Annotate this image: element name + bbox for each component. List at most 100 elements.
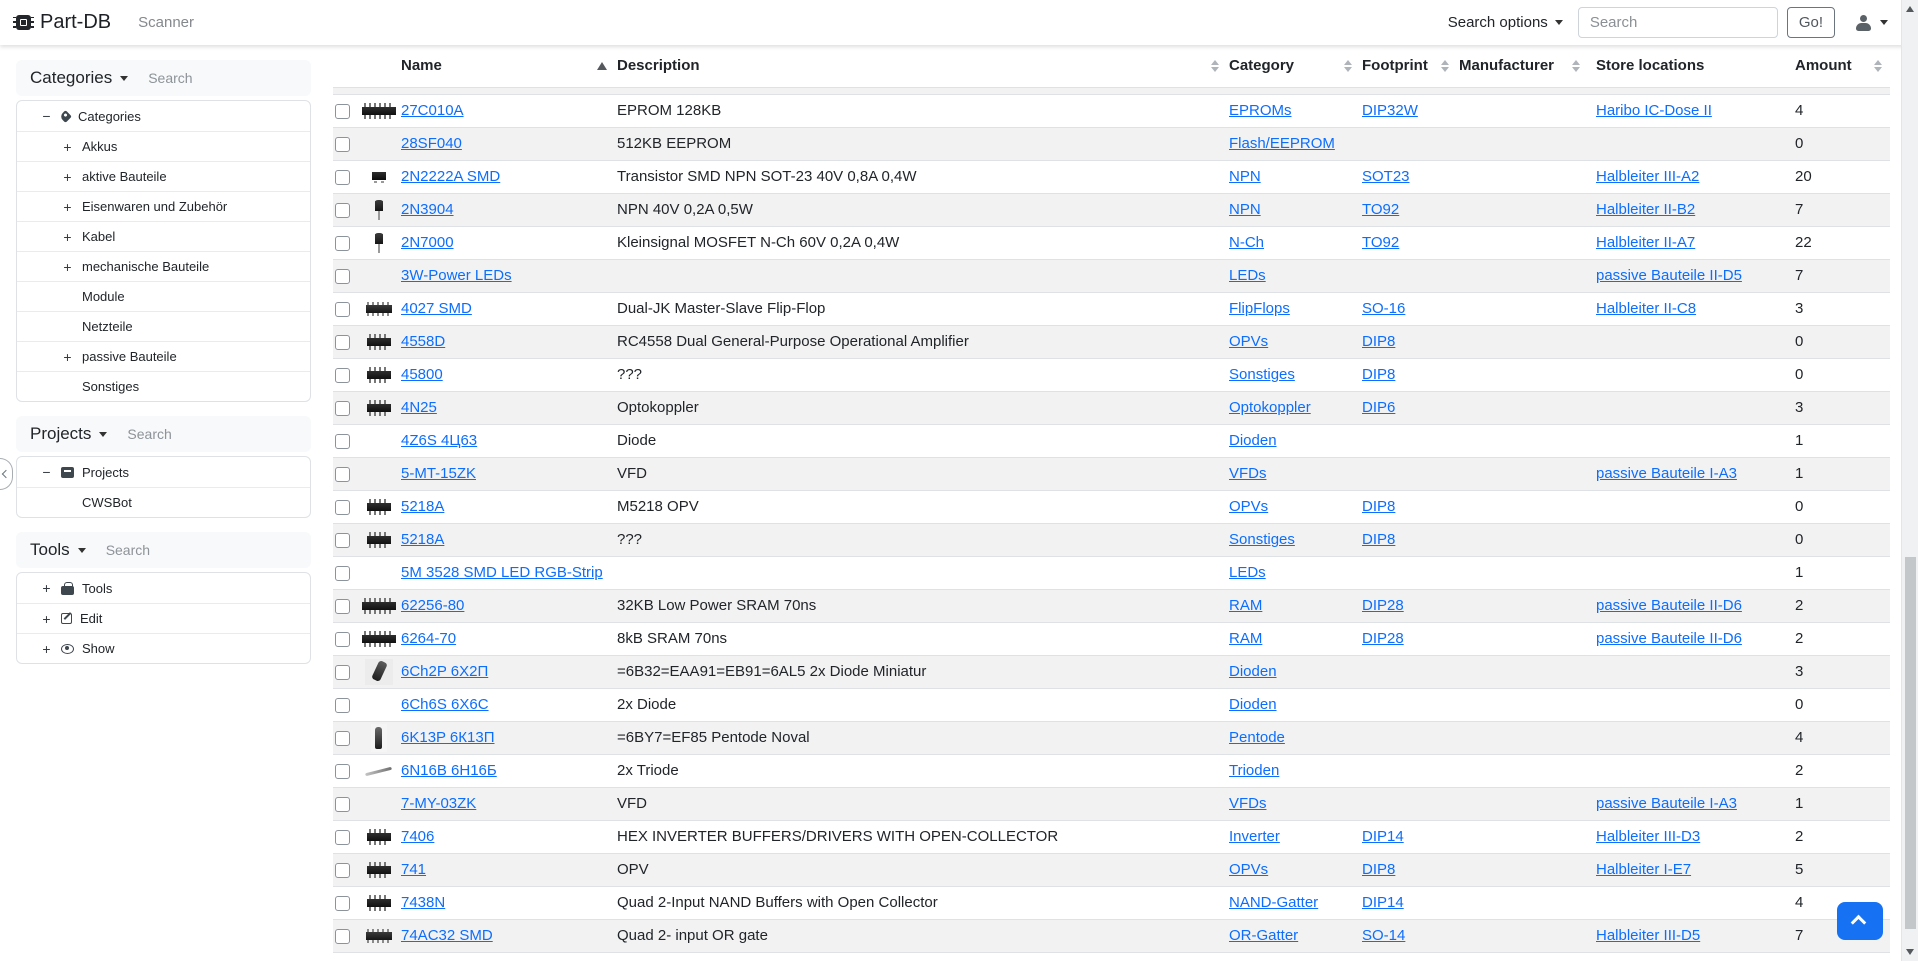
row-checkbox[interactable] [335,235,350,251]
part-name-link[interactable]: 5-MT-15ZK [401,465,477,482]
part-name-link[interactable]: 6N16B 6Н16Б [401,762,497,779]
category-link[interactable]: LEDs [1229,564,1266,581]
row-checkbox[interactable] [335,136,350,152]
store-location-link[interactable]: passive Bauteile II-D5 [1596,267,1742,284]
part-thumbnail[interactable] [366,302,392,317]
footprint-link[interactable]: SO-16 [1362,300,1406,317]
category-link[interactable]: OPVs [1229,861,1269,878]
column-header[interactable]: Amount [1785,45,1890,95]
category-link[interactable]: Pentode [1229,729,1285,746]
column-header[interactable]: Manufacturer [1457,45,1588,95]
part-name-link[interactable]: 28SF040 [401,135,462,152]
store-location-link[interactable]: passive Bauteile II-D6 [1596,597,1742,614]
tree-item[interactable]: + Kabel [17,221,310,251]
footprint-link[interactable]: DIP6 [1362,399,1396,416]
row-checkbox[interactable] [335,169,350,185]
part-thumbnail[interactable] [367,367,391,384]
category-link[interactable]: N-Ch [1229,234,1265,251]
category-link[interactable]: Sonstiges [1229,531,1295,548]
category-link[interactable]: EPROMs [1229,102,1292,119]
category-link[interactable]: Dioden [1229,663,1277,680]
tree-item[interactable]: + Show [17,633,310,663]
category-link[interactable]: RAM [1229,597,1263,614]
sort-icon[interactable] [1441,60,1449,72]
part-thumbnail[interactable] [366,929,392,944]
part-name-link[interactable]: 27C010A [401,102,464,119]
category-link[interactable]: Dioden [1229,432,1277,449]
category-link[interactable]: OPVs [1229,333,1269,350]
part-name-link[interactable]: 4N25 [401,399,437,416]
column-header[interactable]: Footprint [1360,45,1457,95]
part-name-link[interactable]: 5218A [401,498,445,515]
category-link[interactable]: LEDs [1229,267,1266,284]
tree-toggle-icon[interactable]: + [63,138,72,155]
row-checkbox[interactable] [335,202,350,218]
tree-item[interactable]: CWSBot [17,487,310,517]
scrollbar-down-arrow[interactable] [1906,949,1914,955]
footprint-link[interactable]: DIP28 [1362,597,1404,614]
part-name-link[interactable]: 7-MY-03ZK [401,795,477,812]
part-thumbnail[interactable] [371,723,387,752]
nav-item-scanner[interactable]: Scanner [138,14,194,31]
tree-item[interactable]: + Edit [17,603,310,633]
scroll-to-top-button[interactable] [1837,902,1883,940]
row-checkbox[interactable] [335,268,350,284]
category-link[interactable]: OR-Gatter [1229,927,1299,944]
tree-item[interactable]: − Projects [17,457,310,487]
part-name-link[interactable]: 62256-80 [401,597,465,614]
global-search-input[interactable] [1577,7,1778,38]
row-checkbox[interactable] [335,664,350,680]
footprint-link[interactable]: DIP8 [1362,333,1396,350]
category-link[interactable]: NAND-Gatter [1229,894,1319,911]
row-checkbox[interactable] [335,862,350,878]
row-checkbox[interactable] [335,697,350,713]
row-checkbox[interactable] [335,763,350,779]
row-checkbox[interactable] [335,565,350,581]
part-name-link[interactable]: 2N7000 [401,234,454,251]
part-thumbnail[interactable] [367,334,391,351]
row-checkbox[interactable] [335,598,350,614]
part-name-link[interactable]: 6264-70 [401,630,457,647]
category-link[interactable]: VFDs [1229,795,1267,812]
row-checkbox[interactable] [335,433,350,449]
column-header[interactable] [333,45,359,95]
part-thumbnail[interactable] [367,532,391,549]
part-name-link[interactable]: 7438N [401,894,446,911]
tree-toggle-icon[interactable]: + [63,168,72,185]
sort-icon[interactable] [1344,60,1352,72]
tree-toggle-icon[interactable]: + [63,198,72,215]
footprint-link[interactable]: DIP8 [1362,861,1396,878]
store-location-link[interactable]: passive Bauteile II-D6 [1596,630,1742,647]
part-thumbnail[interactable] [365,658,393,685]
row-checkbox[interactable] [335,499,350,515]
sort-icon[interactable] [1874,60,1882,72]
category-link[interactable]: VFDs [1229,465,1267,482]
store-location-link[interactable]: Halbleiter III-D5 [1596,927,1701,944]
store-location-link[interactable]: passive Bauteile I-A3 [1596,795,1737,812]
row-checkbox[interactable] [335,301,350,317]
footprint-link[interactable]: TO92 [1362,234,1400,251]
part-name-link[interactable]: 74AC32 SMD [401,927,493,944]
row-checkbox[interactable] [335,103,350,119]
part-name-link[interactable]: 2N2222A SMD [401,168,501,185]
row-checkbox[interactable] [335,400,350,416]
part-name-link[interactable]: 5218A [401,531,445,548]
row-checkbox[interactable] [335,367,350,383]
store-location-link[interactable]: passive Bauteile I-A3 [1596,465,1737,482]
panel-title-dropdown[interactable]: Categories [30,68,129,88]
part-name-link[interactable]: 4027 SMD [401,300,472,317]
vertical-scrollbar[interactable] [1901,0,1918,961]
column-header[interactable] [359,45,399,95]
column-header[interactable]: Store locations [1588,45,1785,95]
part-thumbnail[interactable] [374,232,384,253]
panel-search-input[interactable] [148,70,279,86]
footprint-link[interactable]: SOT23 [1362,168,1410,185]
column-header[interactable]: Category [1227,45,1360,95]
tree-item[interactable]: Sonstiges [17,371,310,401]
part-name-link[interactable]: 2N3904 [401,201,454,218]
tree-item[interactable]: + passive Bauteile [17,341,310,371]
part-thumbnail[interactable] [364,765,394,777]
footprint-link[interactable]: TO92 [1362,201,1400,218]
part-name-link[interactable]: 6Ch2P 6Х2П [401,663,489,680]
part-name-link[interactable]: 4Z6S 4Ц63 [401,432,478,449]
